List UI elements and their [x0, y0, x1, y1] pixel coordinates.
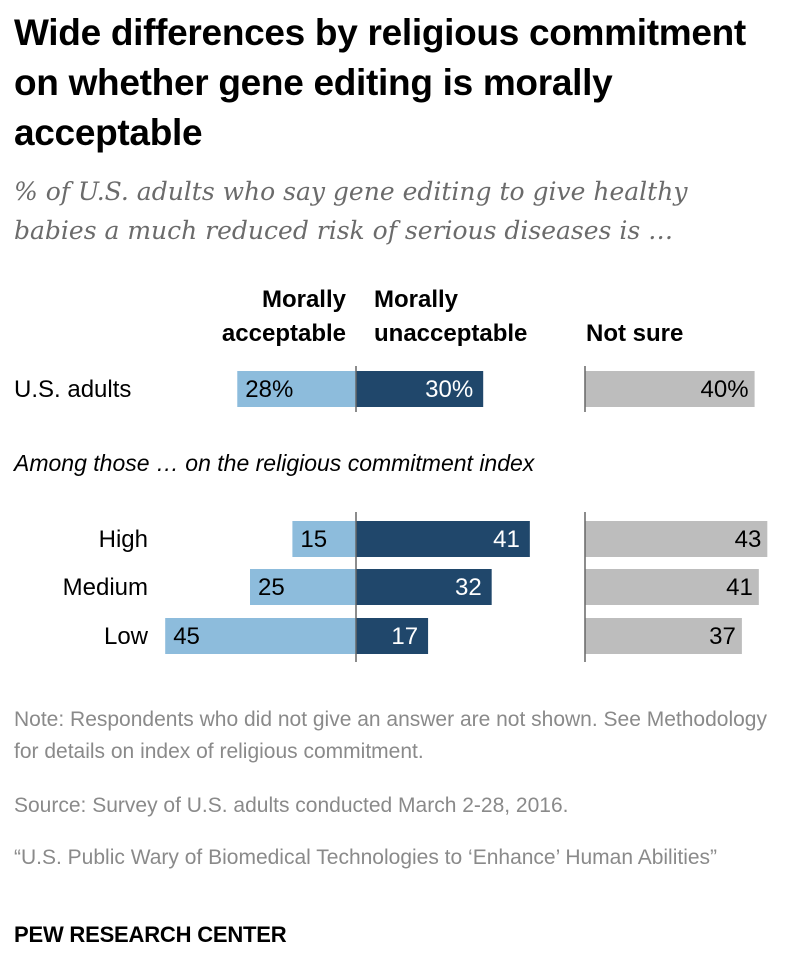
label-acceptable-low: 45	[173, 623, 200, 650]
bar-not-sure-high	[585, 521, 768, 557]
label-not-sure-low: 37	[709, 623, 736, 650]
label-not-sure-u-s-adults: 40%	[701, 376, 749, 403]
chart-note: Note: Respondents who did not give an an…	[14, 708, 767, 763]
bar-unacceptable-medium	[356, 569, 492, 605]
column-header-not-sure: Not sure	[586, 320, 684, 347]
label-acceptable-u-s-adults: 28%	[245, 376, 293, 403]
label-not-sure-high: 43	[735, 526, 762, 553]
pew-logo-text: PEW RESEARCH CENTER	[14, 922, 287, 947]
chart-subtitle: % of U.S. adults who say gene editing to…	[14, 177, 688, 245]
label-not-sure-medium: 41	[726, 574, 753, 601]
bar-unacceptable-low	[356, 618, 429, 654]
label-unacceptable-u-s-adults: 30%	[425, 376, 473, 403]
bar-acceptable-medium	[250, 569, 356, 605]
section-label: Among those … on the religious commitmen…	[14, 450, 535, 476]
label-unacceptable-low: 17	[391, 623, 418, 650]
label-unacceptable-medium: 32	[455, 574, 482, 601]
bar-unacceptable-u-s-adults	[356, 371, 484, 407]
column-header-acceptable: Morally acceptable	[221, 286, 346, 347]
category-label-low: Low	[104, 623, 149, 650]
column-header-unacceptable: Morally unacceptable	[374, 286, 528, 347]
bar-acceptable-high	[292, 521, 356, 557]
label-acceptable-high: 15	[300, 526, 327, 553]
chart-source: Source: Survey of U.S. adults conducted …	[14, 794, 569, 817]
label-unacceptable-high: 41	[493, 526, 520, 553]
category-label-high: High	[99, 526, 148, 553]
chart-title: Wide differences by religious commitment…	[14, 12, 746, 153]
bar-acceptable-u-s-adults	[237, 371, 356, 407]
bar-not-sure-medium	[585, 569, 759, 605]
label-acceptable-medium: 25	[258, 574, 285, 601]
bar-not-sure-low	[585, 618, 742, 654]
bar-not-sure-u-s-adults	[585, 371, 755, 407]
bar-unacceptable-high	[356, 521, 530, 557]
report-title: “U.S. Public Wary of Biomedical Technolo…	[14, 846, 718, 869]
category-label-medium: Medium	[63, 574, 148, 601]
category-label-u-s-adults: U.S. adults	[14, 376, 131, 403]
bar-acceptable-low	[165, 618, 356, 654]
